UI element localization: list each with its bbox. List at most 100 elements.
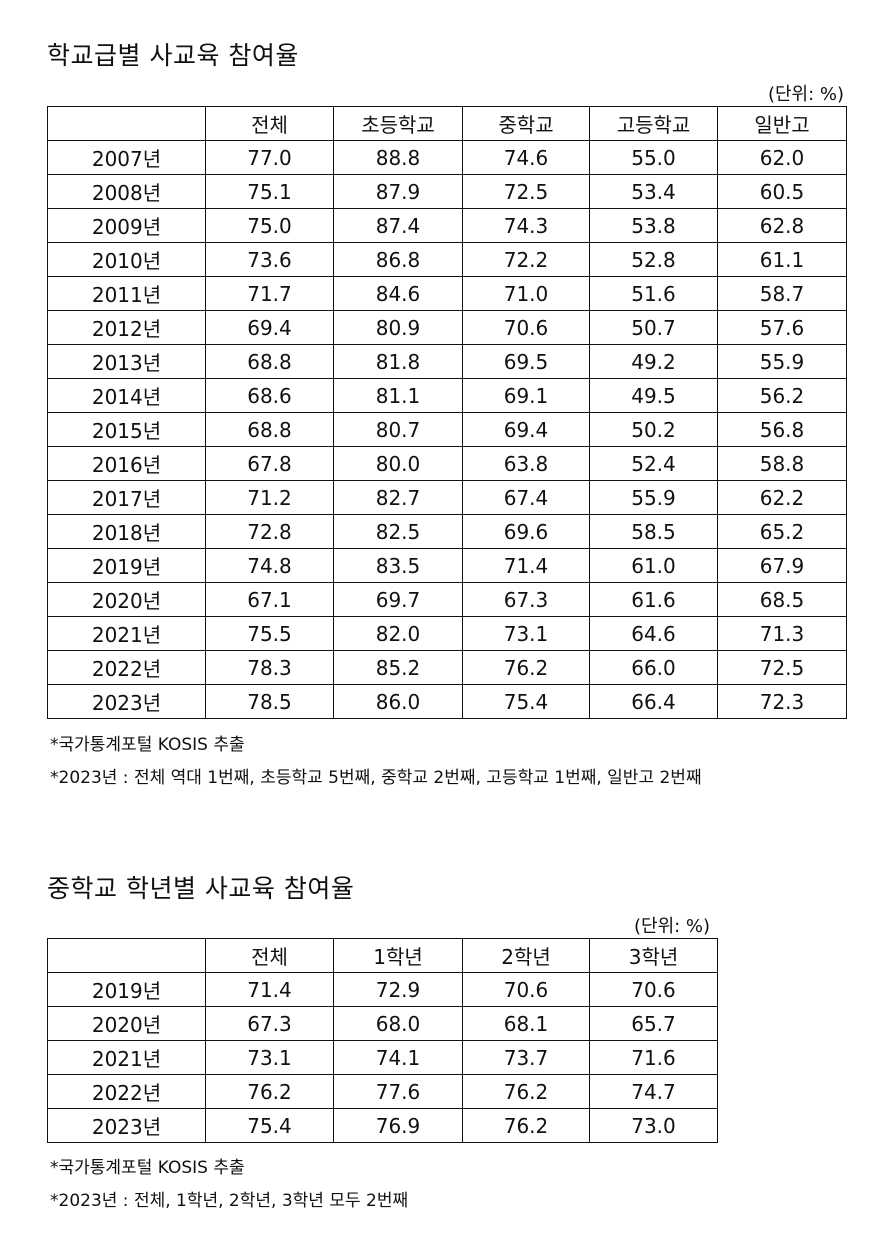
row-year-cell: 2021년 — [47, 616, 206, 651]
value-cell: 51.6 — [589, 276, 718, 311]
value-cell: 84.6 — [333, 276, 463, 311]
row-year-cell: 2010년 — [47, 242, 206, 277]
value-cell: 75.1 — [205, 174, 334, 209]
row-year-cell: 2020년 — [47, 582, 206, 617]
value-cell: 71.6 — [589, 1040, 718, 1075]
value-cell: 61.6 — [589, 582, 718, 617]
value-cell: 58.8 — [717, 446, 847, 481]
value-cell: 76.9 — [333, 1108, 463, 1143]
value-cell: 68.6 — [205, 378, 334, 413]
value-cell: 49.2 — [589, 344, 718, 379]
row-year-cell: 2013년 — [47, 344, 206, 379]
table-row: 2011년 71.7 84.6 71.0 51.6 58.7 — [47, 276, 847, 311]
table-row: 2023년 75.4 76.9 76.2 73.0 — [47, 1108, 718, 1143]
value-cell: 68.5 — [717, 582, 847, 617]
value-cell: 73.0 — [589, 1108, 718, 1143]
value-cell: 56.8 — [717, 412, 847, 447]
value-cell: 88.8 — [333, 140, 463, 175]
table-row: 2009년 75.0 87.4 74.3 53.8 62.8 — [47, 208, 847, 243]
value-cell: 86.8 — [333, 242, 463, 277]
header-year — [47, 106, 206, 141]
value-cell: 85.2 — [333, 650, 463, 685]
value-cell: 69.4 — [205, 310, 334, 345]
table-row: 2014년 68.6 81.1 69.1 49.5 56.2 — [47, 378, 847, 413]
row-year-cell: 2009년 — [47, 208, 206, 243]
table-row: 2022년 78.3 85.2 76.2 66.0 72.5 — [47, 650, 847, 685]
table-row: 2017년 71.2 82.7 67.4 55.9 62.2 — [47, 480, 847, 515]
value-cell: 55.9 — [717, 344, 847, 379]
value-cell: 80.0 — [333, 446, 463, 481]
table-row: 2015년 68.8 80.7 69.4 50.2 56.8 — [47, 412, 847, 447]
row-year-cell: 2012년 — [47, 310, 206, 345]
value-cell: 76.2 — [205, 1074, 334, 1109]
row-year-cell: 2016년 — [47, 446, 206, 481]
value-cell: 67.3 — [205, 1006, 334, 1041]
value-cell: 62.2 — [717, 480, 847, 515]
table-row: 2022년 76.2 77.6 76.2 74.7 — [47, 1074, 718, 1109]
value-cell: 87.9 — [333, 174, 463, 209]
table-row: 2019년 71.4 72.9 70.6 70.6 — [47, 972, 718, 1007]
row-year-cell: 2021년 — [47, 1040, 206, 1075]
table1-unit-label: (단위: %) — [767, 84, 844, 105]
table1-source-note: *국가통계포털 KOSIS 추출 — [50, 735, 245, 755]
value-cell: 74.8 — [205, 548, 334, 583]
value-cell: 52.8 — [589, 242, 718, 277]
value-cell: 57.6 — [717, 310, 847, 345]
value-cell: 72.5 — [462, 174, 590, 209]
value-cell: 61.1 — [717, 242, 847, 277]
table2-source-note: *국가통계포털 KOSIS 추출 — [50, 1158, 245, 1178]
table-row: 2020년 67.1 69.7 67.3 61.6 68.5 — [47, 582, 847, 617]
value-cell: 65.7 — [589, 1006, 718, 1041]
value-cell: 71.4 — [205, 972, 334, 1007]
value-cell: 70.6 — [589, 972, 718, 1007]
value-cell: 80.7 — [333, 412, 463, 447]
value-cell: 62.0 — [717, 140, 847, 175]
value-cell: 75.5 — [205, 616, 334, 651]
value-cell: 52.4 — [589, 446, 718, 481]
value-cell: 68.1 — [462, 1006, 590, 1041]
value-cell: 63.8 — [462, 446, 590, 481]
value-cell: 65.2 — [717, 514, 847, 549]
value-cell: 53.4 — [589, 174, 718, 209]
row-year-cell: 2022년 — [47, 650, 206, 685]
value-cell: 50.2 — [589, 412, 718, 447]
value-cell: 50.7 — [589, 310, 718, 345]
table-row: 2013년 68.8 81.8 69.5 49.2 55.9 — [47, 344, 847, 379]
table-row: 2007년 77.0 88.8 74.6 55.0 62.0 — [47, 140, 847, 175]
value-cell: 71.4 — [462, 548, 590, 583]
value-cell: 58.5 — [589, 514, 718, 549]
table2-title: 중학교 학년별 사교육 참여율 — [47, 874, 355, 903]
value-cell: 61.0 — [589, 548, 718, 583]
value-cell: 70.6 — [462, 972, 590, 1007]
value-cell: 55.0 — [589, 140, 718, 175]
value-cell: 86.0 — [333, 684, 463, 719]
value-cell: 75.0 — [205, 208, 334, 243]
value-cell: 49.5 — [589, 378, 718, 413]
row-year-cell: 2019년 — [47, 972, 206, 1007]
table-row: 2012년 69.4 80.9 70.6 50.7 57.6 — [47, 310, 847, 345]
value-cell: 80.9 — [333, 310, 463, 345]
value-cell: 72.5 — [717, 650, 847, 685]
value-cell: 69.6 — [462, 514, 590, 549]
value-cell: 71.0 — [462, 276, 590, 311]
value-cell: 58.7 — [717, 276, 847, 311]
header-middle: 중학교 — [462, 106, 590, 141]
header-general-high: 일반고 — [717, 106, 847, 141]
value-cell: 73.1 — [462, 616, 590, 651]
value-cell: 72.2 — [462, 242, 590, 277]
value-cell: 87.4 — [333, 208, 463, 243]
row-year-cell: 2008년 — [47, 174, 206, 209]
value-cell: 72.9 — [333, 972, 463, 1007]
value-cell: 76.2 — [462, 1074, 590, 1109]
header-total: 전체 — [205, 106, 334, 141]
value-cell: 76.2 — [462, 650, 590, 685]
value-cell: 68.8 — [205, 412, 334, 447]
table2-unit-label: (단위: %) — [634, 916, 711, 937]
header-grade-1: 1학년 — [333, 938, 463, 973]
value-cell: 75.4 — [205, 1108, 334, 1143]
value-cell: 73.6 — [205, 242, 334, 277]
header-elementary: 초등학교 — [333, 106, 463, 141]
value-cell: 71.3 — [717, 616, 847, 651]
value-cell: 81.8 — [333, 344, 463, 379]
header-grade-3: 3학년 — [589, 938, 718, 973]
